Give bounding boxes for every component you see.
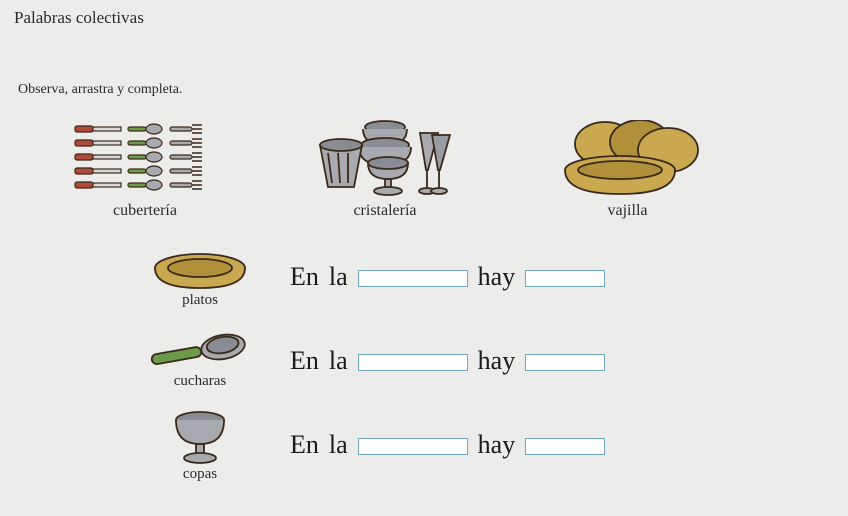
word-la: la xyxy=(329,430,348,460)
row-copas: copas En la hay xyxy=(140,403,605,487)
label-cristaleria: cristalería xyxy=(353,202,416,220)
glassware-icon xyxy=(310,115,460,200)
instruction-text: Observa, arrastra y completa. xyxy=(18,82,182,98)
blank-copas-2[interactable] xyxy=(525,438,605,455)
word-hay: hay xyxy=(478,346,516,376)
word-hay: hay xyxy=(478,262,516,292)
source-vajilla[interactable]: vajilla xyxy=(550,120,705,220)
row-cucharas: cucharas En la hay xyxy=(140,319,605,403)
label-copas: copas xyxy=(183,466,217,483)
blank-platos-1[interactable] xyxy=(358,270,468,287)
word-hay: hay xyxy=(478,430,516,460)
blank-cucharas-2[interactable] xyxy=(525,354,605,371)
page-title: Palabras colectivas xyxy=(14,8,144,28)
label-cucharas: cucharas xyxy=(174,373,226,390)
label-platos: platos xyxy=(182,292,218,309)
exercise-rows: platos En la hay cucharas En la xyxy=(140,235,605,487)
source-cristaleria[interactable]: cristalería xyxy=(310,115,460,220)
label-cuberteria: cubertería xyxy=(113,202,177,220)
source-cuberteria[interactable]: cubertería xyxy=(70,120,220,220)
word-en: En xyxy=(290,346,319,376)
spoon-icon xyxy=(145,333,255,375)
word-en: En xyxy=(290,262,319,292)
sentence-platos: En la hay xyxy=(290,262,605,292)
label-vajilla: vajilla xyxy=(608,202,648,220)
goblet-icon xyxy=(165,408,235,468)
blank-platos-2[interactable] xyxy=(525,270,605,287)
blank-copas-1[interactable] xyxy=(358,438,468,455)
row-platos: platos En la hay xyxy=(140,235,605,319)
dishes-icon xyxy=(550,120,705,200)
sentence-copas: En la hay xyxy=(290,430,605,460)
word-la: la xyxy=(329,262,348,292)
word-en: En xyxy=(290,430,319,460)
cutlery-set-icon xyxy=(70,120,220,200)
plate-icon xyxy=(150,246,250,294)
draggable-sources: cubertería xyxy=(70,115,705,220)
blank-cucharas-1[interactable] xyxy=(358,354,468,371)
word-la: la xyxy=(329,346,348,376)
sentence-cucharas: En la hay xyxy=(290,346,605,376)
